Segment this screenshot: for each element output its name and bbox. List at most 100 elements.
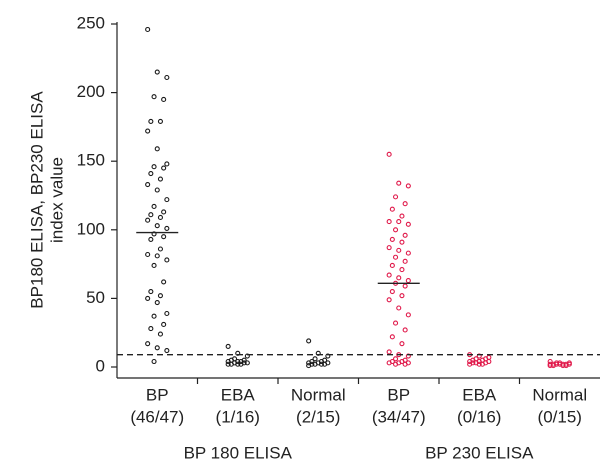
data-point (396, 275, 402, 281)
data-point (386, 349, 392, 355)
data-point (157, 293, 163, 299)
x-tick-label: BP (387, 385, 410, 404)
data-point (225, 361, 231, 367)
data-point (148, 212, 154, 218)
data-point (151, 164, 157, 170)
y-axis-label: BP180 ELISA, BP230 ELISA index value (27, 91, 66, 309)
data-point (389, 262, 395, 269)
data-point (402, 232, 408, 238)
data-point (157, 176, 163, 182)
x-tick-label: BP (146, 385, 169, 404)
data-point (392, 320, 399, 326)
data-point (550, 363, 556, 369)
data-point (154, 253, 160, 259)
data-point (399, 267, 405, 273)
data-point (161, 96, 167, 103)
data-point (563, 363, 569, 369)
data-point (154, 345, 160, 351)
data-point (389, 206, 395, 212)
data-point (161, 234, 167, 240)
x-tick-count: (1/16) (216, 407, 260, 426)
data-point (145, 128, 151, 134)
data-point (399, 341, 405, 347)
y-tick-label: 50 (86, 288, 105, 307)
data-point (151, 203, 157, 210)
data-point (399, 239, 405, 245)
data-point (164, 74, 170, 81)
y-tick-label: 200 (77, 82, 105, 101)
data-point (476, 361, 482, 367)
data-point (405, 312, 411, 318)
data-point (238, 361, 244, 367)
data-point (392, 227, 399, 233)
data-point (244, 360, 250, 366)
data-point (399, 213, 405, 219)
data-point (405, 278, 411, 284)
data-point (225, 358, 231, 365)
data-point (154, 187, 160, 193)
data-point (402, 361, 408, 367)
data-point (312, 356, 318, 362)
data-point (157, 331, 163, 337)
data-point (164, 161, 170, 167)
data-point (389, 334, 395, 340)
data-point (164, 257, 170, 263)
data-point (228, 361, 234, 367)
data-point (145, 217, 151, 223)
data-point (467, 361, 473, 367)
data-point (161, 279, 167, 285)
data-point (386, 219, 392, 225)
y-label-line: index value (47, 157, 66, 243)
data-point (399, 293, 405, 299)
data-point (157, 118, 163, 124)
data-point (161, 321, 167, 328)
data-point (392, 356, 399, 362)
data-point (405, 250, 411, 256)
data-point (392, 254, 399, 260)
data-point (151, 262, 157, 269)
data-point (402, 283, 408, 289)
data-point (386, 245, 392, 251)
data-point (318, 361, 325, 367)
data-point (396, 180, 402, 186)
data-point (392, 361, 399, 367)
data-point (164, 310, 170, 317)
data-point (386, 360, 392, 366)
data-point (306, 363, 312, 369)
data-point (145, 295, 151, 301)
data-point (148, 236, 154, 242)
data-point (164, 347, 170, 354)
group-label: BP 230 ELISA (425, 443, 534, 462)
data-point (164, 197, 170, 203)
data-point (386, 297, 392, 303)
data-point (396, 219, 402, 225)
data-point (151, 313, 157, 319)
data-point (145, 26, 151, 33)
y-tick-label: 250 (77, 13, 105, 32)
data-point (145, 181, 151, 188)
data-point (148, 326, 154, 332)
y-label-line: BP180 ELISA, BP230 ELISA (27, 91, 46, 309)
data-point (154, 299, 160, 306)
data-point (396, 247, 402, 253)
data-point (145, 251, 151, 258)
data-point (386, 151, 392, 157)
x-tick-count: (0/15) (538, 407, 582, 426)
data-point (235, 361, 241, 367)
data-point (148, 118, 154, 124)
data-point (157, 246, 163, 252)
group-label: BP 180 ELISA (184, 443, 293, 462)
data-point (148, 170, 154, 177)
data-point (148, 288, 154, 295)
y-tick-label: 100 (77, 219, 105, 238)
data-point (405, 183, 411, 189)
data-point (312, 361, 318, 367)
y-tick-label: 150 (77, 151, 105, 170)
x-tick-count: (0/16) (457, 407, 501, 426)
data-point (154, 223, 160, 229)
data-point (389, 236, 395, 242)
data-point (405, 221, 411, 227)
data-point (322, 361, 328, 367)
data-point (402, 201, 408, 207)
